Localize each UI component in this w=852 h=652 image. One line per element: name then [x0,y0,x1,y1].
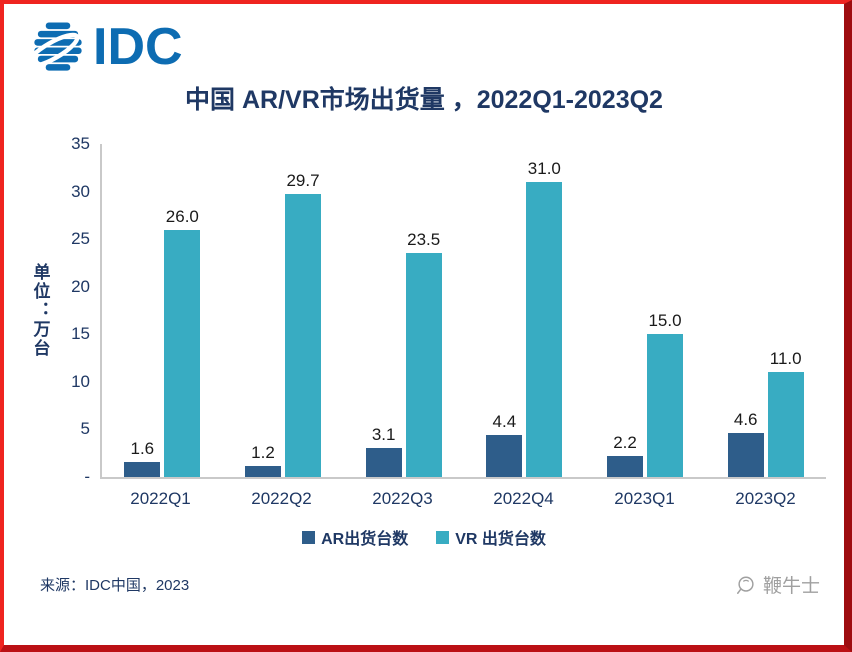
bar-group: 1.2 29.7 [223,171,344,477]
y-tick-label: 30 [71,181,90,201]
bar-column: 4.6 [727,410,764,477]
bar [526,182,563,477]
bar-column: 23.5 [405,230,442,477]
bar-column: 29.7 [285,171,321,477]
bar [365,447,402,477]
bar-column: 3.1 [365,424,402,477]
y-tick-label: - [84,467,90,486]
x-axis-label: 2023Q2 [735,489,796,508]
watermark-icon [737,575,754,594]
bar-value-label: 4.6 [733,410,758,430]
legend-label-ar: AR出货台数 [321,531,409,548]
legend-swatch-ar [302,530,316,544]
footer: 来源：IDC中国，2023 鞭牛士 [40,571,820,598]
x-axis-label: 2022Q4 [493,489,554,508]
bar-value-label: 2.2 [613,433,637,453]
bar [285,194,321,477]
bar-group: 2.2 15.0 [585,311,706,477]
bar [727,433,764,477]
y-tick-label: 10 [71,371,90,391]
y-tick-label: 5 [80,419,90,439]
plot-area: 1.6 26.0 1.2 29.7 3.1 23.5 4.4 31.0 2.2 15.0 4.6 11… [100,144,826,479]
bar-value-label: 31.0 [527,159,561,179]
legend-item-ar: AR出货台数 [302,525,408,549]
source-text: 来源：IDC中国，2023 [40,577,190,594]
bar-column: 15.0 [647,311,684,477]
idc-logo: IDC [30,18,844,76]
bar-column: 31.0 [526,159,563,477]
bar-value-label: 29.7 [286,171,320,191]
y-tick-label: 35 [71,134,90,153]
bar-value-label: 23.5 [407,230,441,250]
bar [245,465,281,477]
bar [607,456,644,477]
bar-column: 2.2 [607,433,644,477]
watermark: 鞭牛士 [735,571,820,598]
bar [486,435,523,477]
x-axis-labels: 2022Q1 2022Q2 2022Q3 2022Q4 2023Q1 2023Q2 [100,489,826,509]
idc-logo-text: IDC [93,18,183,76]
bar-group: 3.1 23.5 [343,230,464,477]
y-axis-ticks: 35 30 25 20 15 10 5 - [54,134,100,486]
bar-value-label: 4.4 [492,412,517,432]
legend: AR出货台数 VR 出货台数 [4,525,844,549]
y-tick-label: 20 [71,276,90,296]
legend-swatch-vr [436,530,450,544]
bar-value-label: 1.2 [251,442,275,462]
bar [647,334,684,477]
bar-group: 4.6 11.0 [705,349,826,477]
bar-value-label: 26.0 [165,206,199,226]
chart-title: 中国 AR/VR市场出货量 ，2022Q1-2023Q2 [185,86,663,114]
bar-column: 4.4 [486,412,523,477]
y-tick-label: 25 [71,229,90,249]
bar [164,229,201,477]
legend-item-vr: VR 出货台数 [436,525,546,549]
bar [405,253,442,477]
bar-value-label: 3.1 [371,424,396,444]
y-tick-label: 15 [71,324,90,344]
bar-group: 4.4 31.0 [464,159,585,477]
x-axis-label: 2022Q3 [372,489,433,508]
x-axis-label: 2022Q1 [130,489,191,508]
bar-group: 1.6 26.0 [102,207,223,477]
bar [124,461,161,477]
bar [767,372,804,477]
x-axis-label: 2022Q2 [251,489,312,508]
bar-column: 26.0 [164,206,201,477]
bar-value-label: 11.0 [769,349,802,369]
chart: 单位：万台 35 30 25 20 15 10 5 - 1.6 26.0 1.2 29.7 3.1 23… [26,134,826,486]
x-axis-label: 2023Q1 [614,489,675,508]
idc-globe-icon [30,22,82,71]
bar-column: 1.2 [245,443,281,477]
bar-column: 1.6 [124,438,161,477]
bar-value-label: 15.0 [648,311,682,331]
y-axis-title: 单位：万台 [30,263,50,358]
bar-value-label: 1.6 [130,438,155,458]
legend-label-vr: VR 出货台数 [455,531,546,548]
bar-column: 11.0 [767,349,804,477]
watermark-text: 鞭牛士 [762,576,820,597]
